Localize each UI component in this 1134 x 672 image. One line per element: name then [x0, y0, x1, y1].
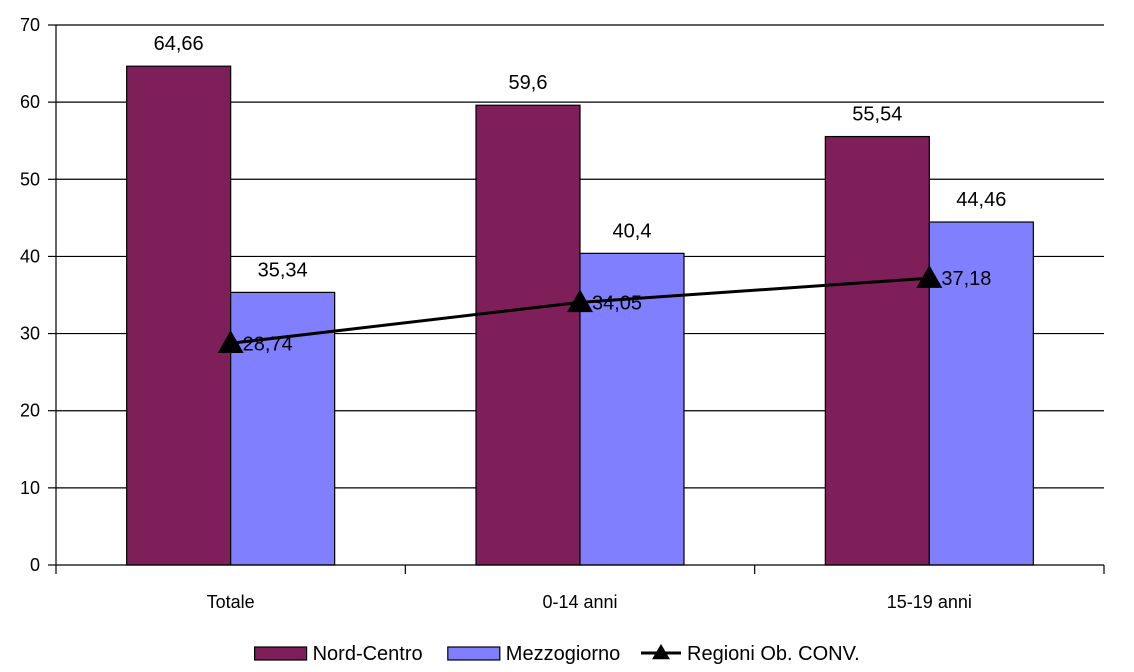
y-tick-label: 70 [20, 15, 40, 35]
bars [126, 65, 1034, 566]
point-label: 37,18 [941, 268, 991, 290]
bar [579, 252, 685, 566]
point-marker [916, 265, 943, 288]
legend-label: Nord-Centro [313, 643, 423, 665]
bar-label: 64,66 [154, 33, 204, 55]
bar [475, 104, 581, 566]
x-tick-label: 15-19 anni [887, 592, 972, 612]
y-tick-label: 10 [20, 478, 40, 498]
bar-label: 44,46 [956, 189, 1006, 211]
legend-label: Mezzogiorno [506, 643, 621, 665]
legend-marker [652, 644, 670, 660]
line-series [217, 265, 943, 354]
bar-label: 40,4 [613, 220, 652, 242]
axes: 0 10 20 30 40 50 60 70 Totale 0-14 anni 15-19 anni [20, 15, 1105, 612]
y-tick-label: 0 [30, 555, 40, 575]
x-tick-label: 0-14 anni [542, 592, 617, 612]
data-labels: 64,66 59,6 55,54 35,34 40,4 44,46 28,74 34,05 37… [154, 33, 1007, 355]
legend-swatch [447, 646, 501, 661]
y-tick-label: 20 [20, 401, 40, 421]
legend-swatch [254, 646, 308, 661]
point-marker [217, 330, 244, 354]
legend: Nord-Centro Mezzogiorno Regioni Ob. CONV. [254, 643, 860, 665]
point-marker [567, 289, 593, 313]
bar-label: 55,54 [852, 104, 902, 126]
y-tick-label: 50 [20, 169, 40, 189]
bar-label: 59,6 [509, 72, 548, 94]
y-tick-label: 30 [20, 324, 40, 344]
y-tick-label: 40 [20, 246, 40, 266]
bar-label: 35,34 [258, 259, 308, 281]
legend-label: Regioni Ob. CONV. [687, 643, 860, 665]
bar [126, 65, 232, 566]
bar [824, 135, 930, 566]
x-tick-label: Totale [207, 592, 255, 612]
bar [928, 221, 1034, 566]
point-label: 28,74 [243, 333, 293, 355]
y-tick-label: 60 [20, 92, 40, 112]
point-label: 34,05 [592, 292, 642, 314]
